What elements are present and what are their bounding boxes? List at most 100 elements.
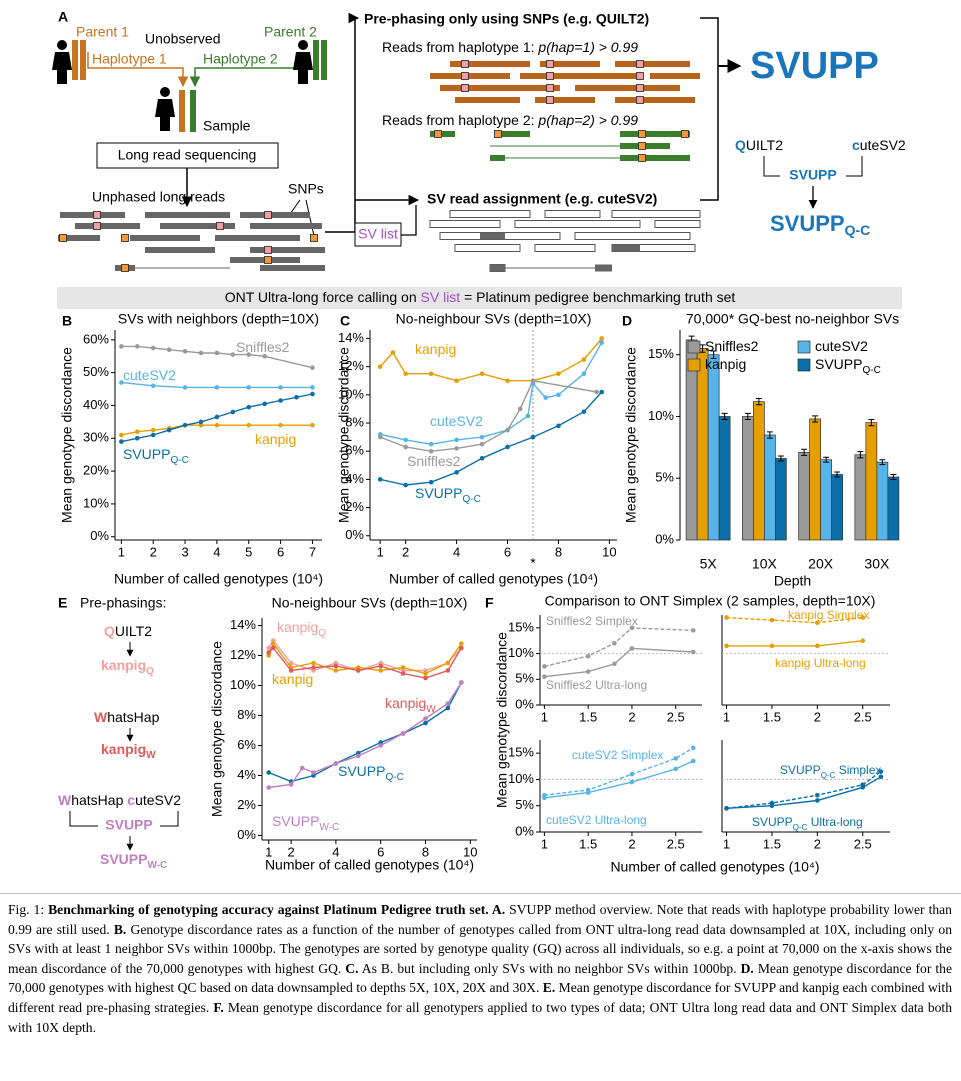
data-point	[288, 782, 294, 787]
text: c	[127, 792, 135, 808]
chromosome	[80, 40, 86, 80]
read	[429, 220, 501, 228]
text: uteSV2	[135, 792, 181, 808]
kanpig-w: kanpigW	[101, 741, 156, 761]
snp	[216, 222, 224, 230]
text: cuteSV2 Ultra-long	[546, 813, 647, 827]
data-point	[629, 646, 635, 651]
read	[575, 85, 680, 91]
series-line	[726, 776, 882, 809]
x-tick-label: 10X	[752, 556, 778, 572]
text: W	[426, 704, 436, 715]
quilt-label: QUILT2	[104, 623, 152, 639]
text: Q	[146, 666, 154, 677]
connector	[160, 811, 179, 827]
text: ONT Ultra-long force calling on	[225, 289, 421, 305]
data-point	[214, 385, 220, 390]
y-axis-label: Mean genotype discordance	[336, 347, 352, 523]
sequencing-label: Long read sequencing	[118, 147, 257, 163]
x-tick-label: 2.5	[854, 709, 872, 724]
error-bar	[721, 412, 728, 421]
error-bar	[812, 415, 819, 423]
series-label: kanpig	[255, 431, 296, 447]
data-point	[119, 344, 124, 349]
legend-swatch	[797, 340, 811, 354]
data-point	[270, 641, 276, 646]
sample-label: Sample	[203, 118, 251, 134]
series-line	[379, 338, 603, 382]
x-axis-label: Number of called genotypes (10⁴)	[114, 571, 323, 587]
x-tick-label: 20X	[808, 556, 834, 572]
legend-swatch	[687, 340, 701, 354]
y-tick-label: 4%	[237, 767, 256, 782]
y-tick-label: 10%	[648, 408, 674, 423]
read	[60, 212, 125, 218]
x-tick-label: 1	[377, 544, 384, 559]
y-tick-label: 50%	[83, 364, 109, 379]
read	[540, 61, 600, 67]
text: kanpig	[272, 671, 313, 687]
y-tick-label: 30%	[83, 430, 109, 445]
snp	[546, 84, 554, 92]
text: UILT2	[746, 137, 783, 153]
data-point	[403, 482, 408, 488]
read	[514, 220, 641, 228]
text: Q-C	[793, 823, 808, 832]
data-point	[310, 385, 315, 390]
read	[130, 235, 200, 241]
data-point	[690, 649, 696, 655]
connector	[846, 156, 863, 177]
reads-hap1-label: Reads from haplotype 1: p(hap=1) > 0.99	[382, 39, 638, 55]
bar	[696, 348, 709, 541]
data-point	[878, 769, 884, 774]
text: p(hap=2) > 0.99	[537, 112, 638, 128]
panel-letter: F	[485, 595, 494, 611]
data-point	[278, 385, 283, 390]
text: Sniffles2 Simplex	[546, 614, 638, 628]
read	[611, 210, 701, 218]
snp	[93, 211, 101, 219]
y-tick-label: 0%	[515, 823, 534, 838]
snp	[636, 96, 644, 104]
data-point	[585, 653, 591, 659]
data-point	[400, 665, 406, 670]
read	[615, 97, 695, 103]
read	[520, 73, 640, 79]
data-point	[556, 423, 561, 429]
haplotype1-label: Haplotype 1	[92, 51, 167, 67]
error-bar	[744, 412, 751, 421]
data-point	[530, 378, 536, 384]
series-label: kanpig Ultra-long	[775, 656, 866, 670]
data-point	[815, 792, 820, 798]
x-tick-label: 2	[628, 836, 635, 851]
snp	[59, 234, 67, 242]
x-axis-label: Number of called genotypes (10⁴)	[610, 859, 819, 875]
y-axis-label: Mean genotype discordance	[59, 347, 75, 523]
y-tick-label: 2%	[345, 499, 364, 514]
x-tick-label: 8	[555, 544, 562, 559]
data-point	[428, 448, 434, 454]
y-tick-label: 0%	[515, 696, 534, 711]
data-point	[333, 668, 339, 673]
snp	[264, 256, 272, 264]
sv-list-label: SV list	[358, 226, 398, 242]
series-line	[544, 647, 694, 678]
text: cuteSV2	[430, 413, 483, 429]
panel-letter: A	[58, 9, 68, 25]
data-point	[262, 353, 267, 359]
data-point	[262, 401, 267, 407]
data-point	[517, 406, 523, 412]
data-point	[403, 444, 408, 450]
x-tick-label: 5	[245, 544, 252, 559]
snp	[461, 60, 469, 68]
snp	[494, 130, 502, 138]
snp	[121, 234, 129, 242]
data-point	[581, 357, 587, 362]
data-point	[581, 371, 587, 376]
x-tick-label: 4	[453, 544, 460, 559]
series-line	[544, 760, 694, 799]
text: kanpig	[385, 695, 426, 711]
data-point	[815, 620, 820, 626]
text: Reads from haplotype 1:	[382, 39, 538, 55]
x-tick-label: 1	[118, 544, 125, 559]
